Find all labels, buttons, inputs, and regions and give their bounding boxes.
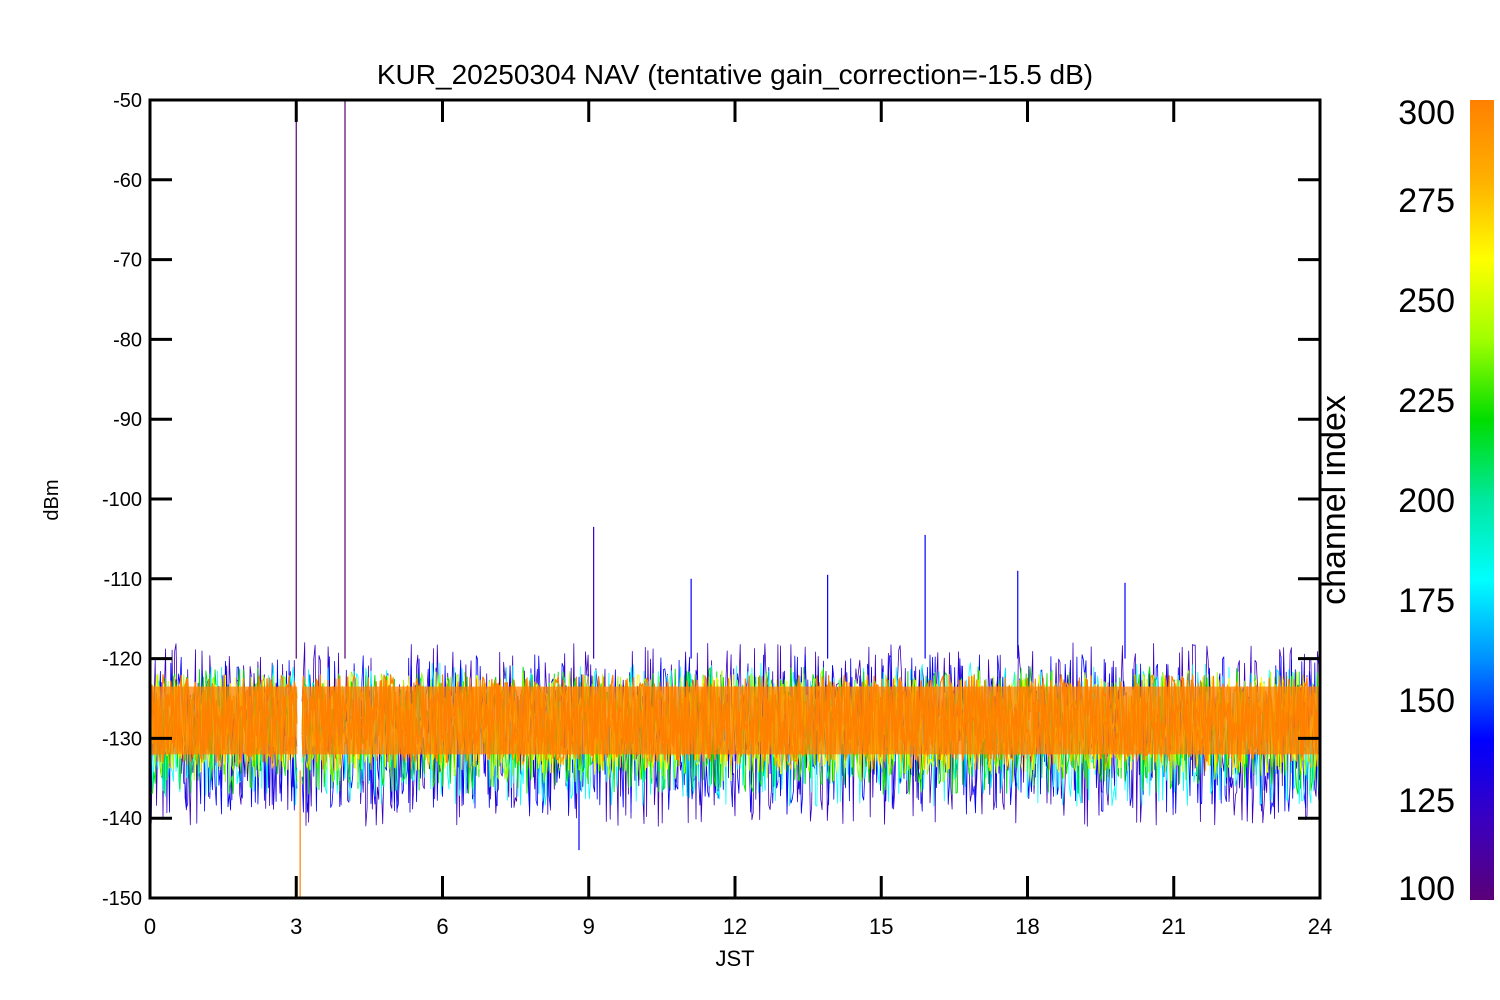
colorbar-tick-label: 150 [1398, 682, 1455, 720]
y-tick-label: -50 [113, 90, 142, 112]
x-tick-label: 15 [869, 914, 893, 939]
y-axis-label: dBm [41, 479, 63, 520]
x-tick-label: 0 [144, 914, 156, 939]
colorbar-tick-label: 175 [1398, 582, 1455, 620]
x-tick-label: 12 [723, 914, 747, 939]
colorbar-tick-label: 275 [1398, 182, 1455, 220]
y-tick-label: -140 [102, 808, 142, 830]
y-tick-label: -130 [102, 728, 142, 750]
y-tick-label: -60 [113, 170, 142, 192]
band-core-left [150, 686, 298, 755]
y-tick-label: -110 [103, 569, 142, 591]
colorbar-tick-label: 225 [1398, 382, 1455, 420]
x-tick-label: 18 [1015, 914, 1039, 939]
y-tick-label: -70 [113, 250, 142, 272]
colorbar-tick-label: 250 [1398, 282, 1455, 320]
chart-title: KUR_20250304 NAV (tentative gain_correct… [377, 59, 1093, 90]
y-tick-label: -120 [102, 649, 142, 671]
colorbar-tick-label: 125 [1398, 782, 1455, 820]
colorbar-tick-label: 100 [1398, 870, 1455, 908]
y-tick-label: -150 [102, 888, 142, 910]
y-tick-label: -80 [113, 329, 142, 351]
x-tick-label: 9 [583, 914, 595, 939]
x-tick-label: 21 [1162, 914, 1186, 939]
x-tick-label: 6 [436, 914, 448, 939]
band-core-right [302, 686, 1321, 755]
x-axis-label: JST [715, 946, 754, 971]
y-tick-label: -100 [102, 489, 142, 511]
colorbar: 300 275 250 225 200 175 150 125 100 [1398, 94, 1494, 908]
colorbar-label: channel index [1315, 395, 1353, 605]
x-tick-label: 3 [290, 914, 302, 939]
axes: -50 -60 -70 -80 -90 -100 -110 -120 -130 -140 -1500… [102, 90, 1332, 939]
x-tick-label: 24 [1308, 914, 1332, 939]
y-tick-label: -90 [113, 409, 142, 431]
plot-area [149, 100, 1321, 898]
colorbar-tick-label: 300 [1398, 94, 1455, 132]
colorbar-tick-label: 200 [1398, 482, 1455, 520]
colorbar-bar [1470, 100, 1494, 900]
